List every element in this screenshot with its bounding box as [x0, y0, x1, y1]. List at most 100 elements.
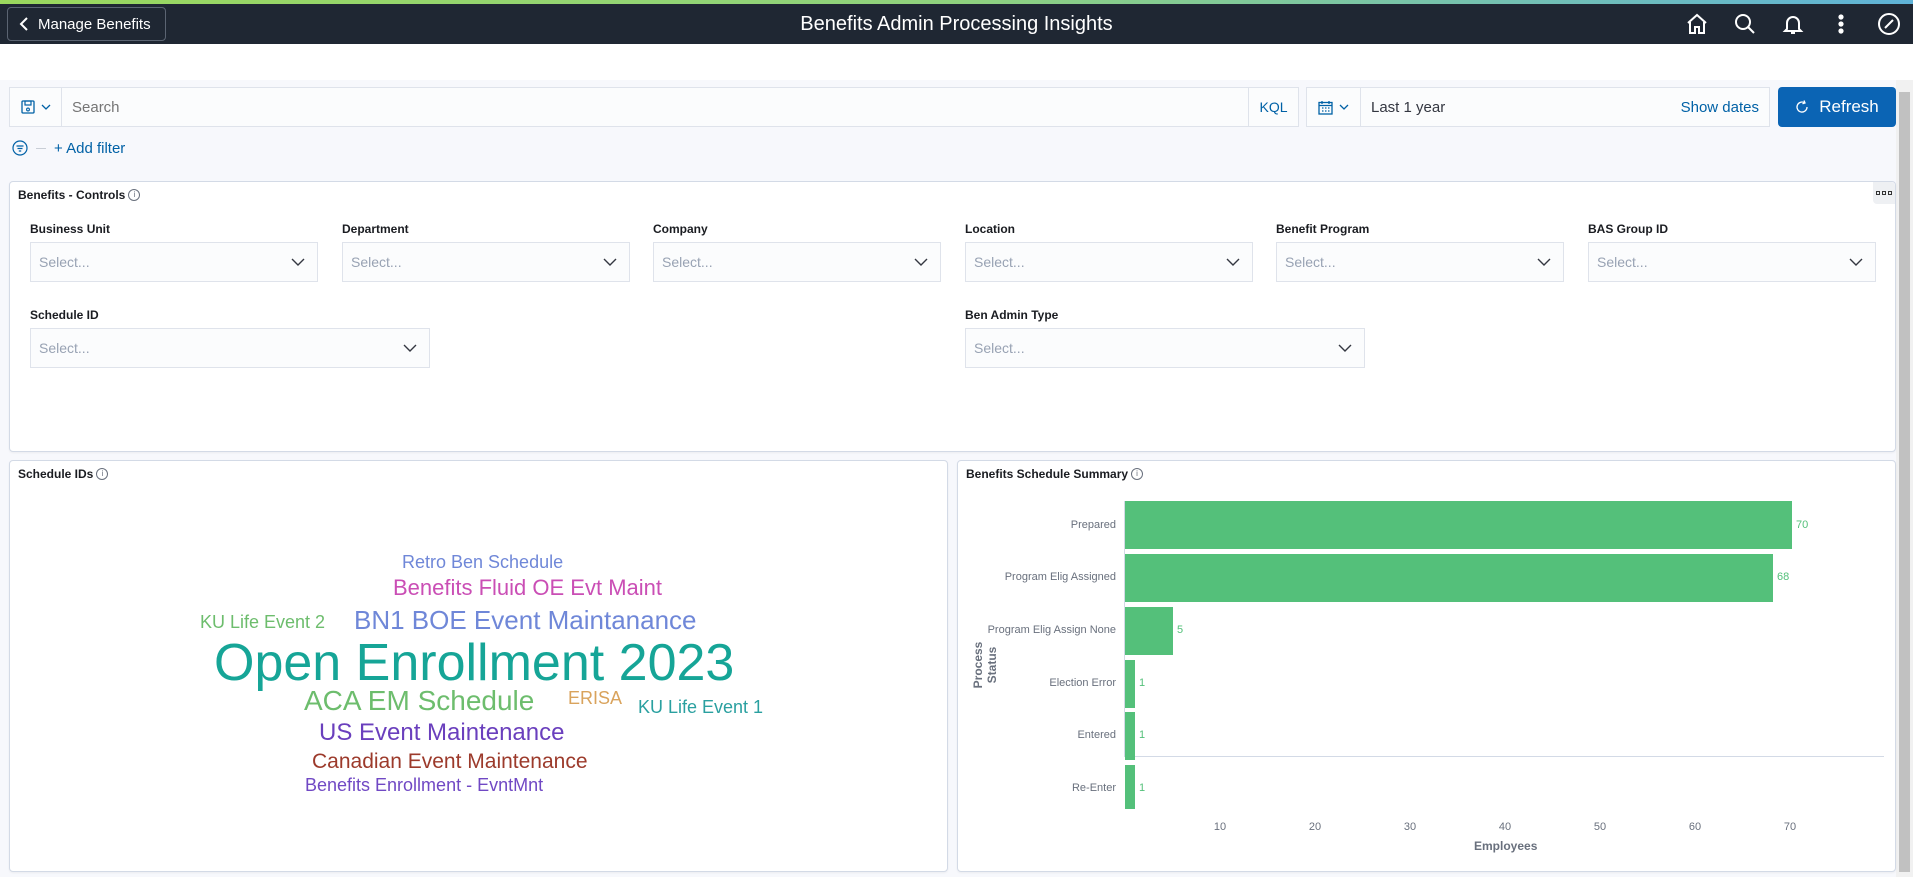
search-input[interactable] [62, 88, 1248, 126]
x-tick: 50 [1593, 821, 1607, 833]
chevron-down-icon [603, 258, 617, 266]
word-cloud-term[interactable]: KU Life Event 2 [200, 612, 326, 632]
chevron-down-icon [1537, 258, 1551, 266]
word-cloud-term[interactable]: Retro Ben Schedule [402, 552, 564, 572]
word-cloud-term[interactable]: KU Life Event 1 [638, 697, 764, 717]
quick-date-menu-button[interactable] [1307, 88, 1361, 126]
schedule-id-control: Schedule ID Select... [30, 308, 430, 368]
word-cloud-term[interactable]: Benefits Enrollment - EvntMnt [305, 775, 544, 795]
search-icon [1735, 14, 1755, 34]
ben-admin-type-control: Ben Admin Type Select... [965, 308, 1365, 368]
ben-admin-type-select[interactable]: Select... [965, 328, 1365, 368]
calendar-icon [1318, 100, 1333, 115]
bar[interactable] [1125, 765, 1135, 809]
back-button-label: Manage Benefits [38, 15, 151, 33]
bell-icon [1782, 16, 1804, 34]
x-axis-line [1124, 756, 1884, 757]
select-placeholder: Select... [1285, 254, 1336, 270]
chevron-down-icon [403, 344, 417, 352]
info-icon[interactable]: i [96, 468, 109, 480]
add-filter-button[interactable]: + Add filter [54, 139, 126, 157]
bar[interactable] [1125, 501, 1792, 549]
select-placeholder: Select... [662, 254, 713, 270]
x-axis-label: Employees [1474, 839, 1538, 853]
word-cloud-term[interactable]: BN1 BOE Event Maintanance [354, 605, 697, 635]
chevron-down-icon [1339, 104, 1349, 110]
field-label: Benefit Program [1276, 222, 1370, 236]
benefit-program-select[interactable]: Select... [1276, 242, 1564, 282]
x-tick: 40 [1498, 821, 1512, 833]
category-label: Program Elig Assigned [1004, 571, 1116, 583]
navigator-button[interactable] [1865, 4, 1913, 44]
department-select[interactable]: Select... [342, 242, 630, 282]
bar[interactable] [1125, 660, 1135, 708]
business-unit-control: Business Unit Select... [30, 222, 318, 282]
location-select[interactable]: Select... [965, 242, 1253, 282]
x-tick: 70 [1783, 821, 1797, 833]
word-cloud-term[interactable]: Canadian Event Maintenance [312, 750, 588, 773]
more-options-button[interactable] [1817, 4, 1865, 44]
refresh-icon [1796, 100, 1808, 113]
panel-options-button[interactable] [1873, 182, 1895, 204]
bar-value: 70 [1796, 519, 1809, 531]
bas-group-id-select[interactable]: Select... [1588, 242, 1876, 282]
bas-group-id-control: BAS Group ID Select... [1588, 222, 1876, 282]
field-label: Department [342, 222, 409, 236]
info-icon[interactable]: i [1131, 468, 1144, 480]
schedule-summary-panel: Benefits Schedule Summary i Process Stat… [957, 460, 1896, 872]
word-cloud-term[interactable]: Benefits Fluid OE Evt Maint [393, 575, 662, 600]
category-label: Prepared [1070, 519, 1116, 531]
select-placeholder: Select... [39, 254, 90, 270]
word-cloud-term[interactable]: ERISA [568, 688, 623, 708]
bar-value: 1 [1139, 729, 1146, 741]
refresh-button[interactable]: Refresh [1778, 87, 1896, 127]
kql-toggle[interactable]: KQL [1248, 88, 1298, 126]
category-label: Program Elig Assign None [987, 624, 1116, 636]
chevron-down-icon [1338, 344, 1352, 352]
filter-bar: + Add filter [12, 138, 125, 158]
search-button[interactable] [1721, 4, 1769, 44]
select-placeholder: Select... [974, 254, 1025, 270]
word-cloud-term[interactable]: Open Enrollment 2023 [214, 634, 735, 692]
business-unit-select[interactable]: Select... [30, 242, 318, 282]
select-placeholder: Select... [1597, 254, 1648, 270]
bar[interactable] [1125, 712, 1135, 760]
panel-title: Benefits Schedule Summary i [966, 467, 1144, 481]
category-label: Re-Enter [1071, 782, 1116, 794]
company-select[interactable]: Select... [653, 242, 941, 282]
controls-panel: Benefits - Controls i Business Unit Sele… [9, 181, 1896, 452]
bar-chart: Process Status Prepared 70 Program Elig … [958, 461, 1897, 873]
schedule-summary-title: Benefits Schedule Summary [966, 467, 1129, 481]
location-control: Location Select... [965, 222, 1253, 282]
company-control: Company Select... [653, 222, 941, 282]
saved-query-button[interactable] [10, 88, 62, 126]
chevron-down-icon [1849, 258, 1863, 266]
show-dates-link[interactable]: Show dates [1680, 98, 1759, 116]
bar[interactable] [1125, 607, 1173, 655]
word-cloud-term[interactable]: US Event Maintenance [319, 719, 565, 746]
field-label: Business Unit [30, 222, 111, 236]
y-axis-label: Process Status [971, 641, 999, 689]
home-button[interactable] [1673, 4, 1721, 44]
top-accent-bar [0, 0, 1913, 4]
back-button[interactable]: Manage Benefits [7, 7, 166, 41]
page-scrollbar[interactable] [1896, 80, 1913, 877]
category-label: Entered [1077, 729, 1116, 741]
more-vertical-icon [1838, 14, 1844, 34]
bar[interactable] [1125, 554, 1773, 602]
divider [36, 147, 46, 149]
date-range-value[interactable]: Last 1 year [1371, 98, 1446, 116]
x-tick: 10 [1213, 821, 1227, 833]
filter-menu-icon[interactable] [12, 140, 28, 156]
scrollbar-thumb[interactable] [1899, 92, 1910, 872]
schedule-id-select[interactable]: Select... [30, 328, 430, 368]
schedule-ids-panel: Schedule IDs i Retro Ben Schedule Benefi… [9, 460, 948, 872]
field-label: Ben Admin Type [965, 308, 1059, 322]
word-cloud-term[interactable]: ACA EM Schedule [304, 685, 535, 716]
notifications-button[interactable] [1769, 4, 1817, 44]
info-icon[interactable]: i [128, 189, 141, 201]
query-bar: KQL Last 1 year Show dates Refresh [9, 87, 1896, 127]
bar-value: 1 [1139, 677, 1146, 689]
field-label: Schedule ID [30, 308, 99, 322]
schedule-ids-title: Schedule IDs [18, 467, 94, 481]
